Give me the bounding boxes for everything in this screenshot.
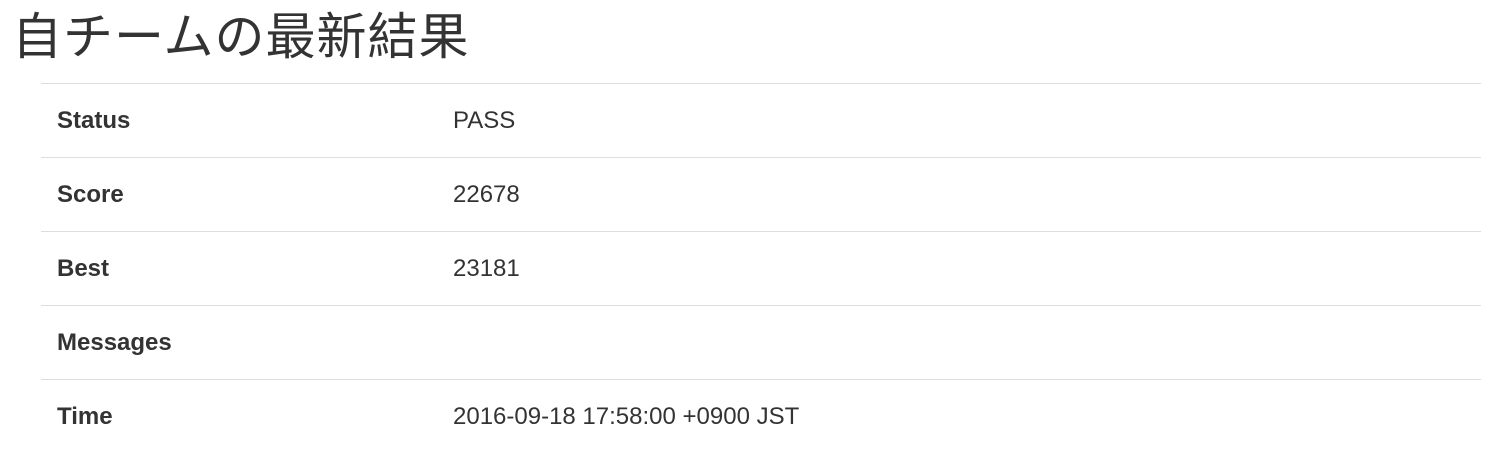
result-table: Status PASS Score 22678 Best 23181 Messa… [41,83,1481,454]
time-label: Time [41,379,437,454]
time-value: 2016-09-18 17:58:00 +0900 JST [437,379,1481,454]
best-label: Best [41,231,437,306]
score-value: 22678 [437,157,1481,232]
page-title: 自チームの最新結果 [12,8,470,66]
score-label: Score [41,157,437,232]
table-row-status: Status PASS [41,83,1481,158]
status-label: Status [41,83,437,158]
table-row-messages: Messages [41,305,1481,380]
messages-label: Messages [41,305,437,380]
status-value: PASS [437,83,1481,158]
table-row-score: Score 22678 [41,157,1481,232]
messages-value [437,305,1481,380]
table-row-time: Time 2016-09-18 17:58:00 +0900 JST [41,379,1481,454]
table-row-best: Best 23181 [41,231,1481,306]
best-value: 23181 [437,231,1481,306]
